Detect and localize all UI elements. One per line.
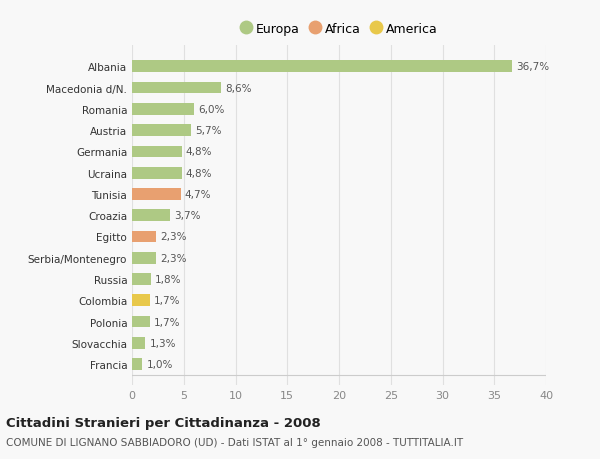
Text: 1,7%: 1,7% xyxy=(154,296,180,306)
Bar xyxy=(132,104,194,116)
Bar xyxy=(132,274,151,285)
Text: 6,0%: 6,0% xyxy=(198,105,224,115)
Bar xyxy=(132,316,149,328)
Bar xyxy=(132,83,221,94)
Text: 4,8%: 4,8% xyxy=(186,168,212,178)
Bar xyxy=(132,168,182,179)
Text: 3,7%: 3,7% xyxy=(175,211,201,221)
Text: COMUNE DI LIGNANO SABBIADORO (UD) - Dati ISTAT al 1° gennaio 2008 - TUTTITALIA.I: COMUNE DI LIGNANO SABBIADORO (UD) - Dati… xyxy=(6,437,463,447)
Text: Cittadini Stranieri per Cittadinanza - 2008: Cittadini Stranieri per Cittadinanza - 2… xyxy=(6,416,321,429)
Bar xyxy=(132,337,145,349)
Text: 5,7%: 5,7% xyxy=(195,126,221,136)
Text: 1,0%: 1,0% xyxy=(146,359,173,369)
Legend: Europa, Africa, America: Europa, Africa, America xyxy=(236,18,442,41)
Bar xyxy=(132,62,512,73)
Text: 2,3%: 2,3% xyxy=(160,232,187,242)
Bar xyxy=(132,358,142,370)
Bar xyxy=(132,252,156,264)
Bar xyxy=(132,146,182,158)
Text: 4,8%: 4,8% xyxy=(186,147,212,157)
Text: 36,7%: 36,7% xyxy=(516,62,549,72)
Bar xyxy=(132,231,156,243)
Bar xyxy=(132,125,191,137)
Text: 1,3%: 1,3% xyxy=(149,338,176,348)
Bar xyxy=(132,189,181,200)
Bar xyxy=(132,210,170,222)
Text: 1,7%: 1,7% xyxy=(154,317,180,327)
Text: 1,8%: 1,8% xyxy=(155,274,181,285)
Text: 8,6%: 8,6% xyxy=(225,84,251,93)
Text: 2,3%: 2,3% xyxy=(160,253,187,263)
Text: 4,7%: 4,7% xyxy=(185,190,211,200)
Bar xyxy=(132,295,149,307)
